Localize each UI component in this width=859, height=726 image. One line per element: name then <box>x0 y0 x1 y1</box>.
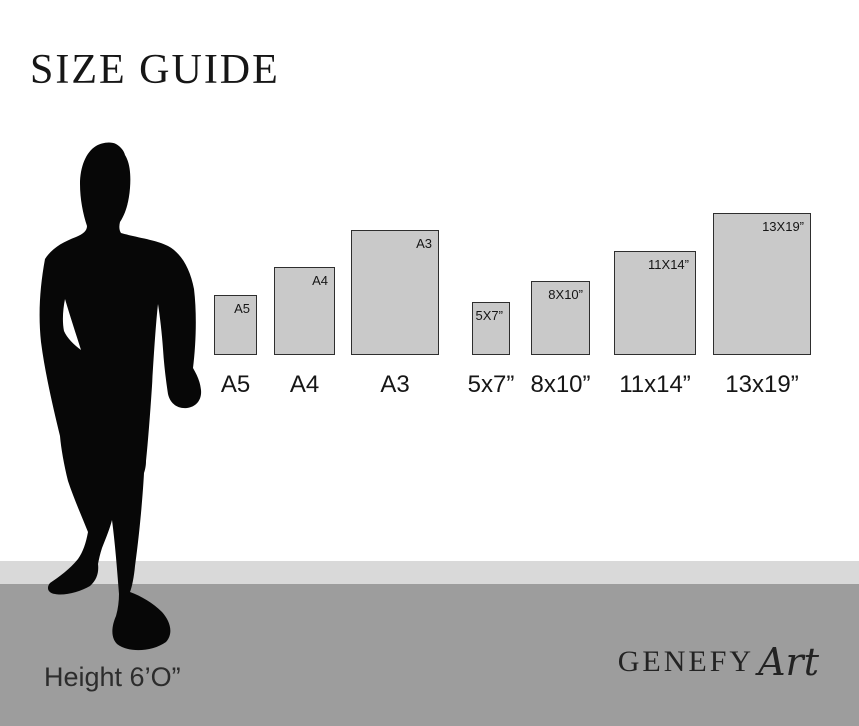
brand-name: GENEFY <box>617 645 755 678</box>
man-silhouette <box>39 142 202 651</box>
size-box-a3: A3 <box>351 230 439 355</box>
size-name-label: 13x19” <box>725 371 799 398</box>
size-box-label: A3 <box>416 236 432 251</box>
size-box-label: 13X19” <box>762 219 804 234</box>
size-box-8x10: 8X10” <box>531 281 590 355</box>
size-name-label: 5x7” <box>467 371 515 398</box>
size-box-a4: A4 <box>274 267 335 355</box>
size-box-a5: A5 <box>214 295 257 355</box>
height-label: Height 6’O” <box>44 662 181 692</box>
size-name-label: A3 <box>380 371 410 398</box>
size-name-label: 8x10” <box>530 371 591 398</box>
size-box-label: 11X14” <box>648 257 689 272</box>
man-silhouette-path <box>39 142 202 651</box>
size-box-5x7: 5X7” <box>472 302 510 355</box>
page-title: SIZE GUIDE <box>30 47 280 93</box>
brand-suffix: Art <box>758 640 819 684</box>
size-name-label: A4 <box>289 371 320 398</box>
size-box-label: A4 <box>312 273 328 288</box>
size-name-label: A5 <box>220 371 251 398</box>
size-box-label: A5 <box>234 301 250 316</box>
size-name-label: 11x14” <box>619 371 691 398</box>
size-box-13x19: 13X19” <box>713 213 811 355</box>
size-box-label: 8X10” <box>548 287 583 302</box>
size-box-label: 5X7” <box>475 308 503 323</box>
floor-skirting <box>0 561 859 584</box>
brand-logo: GENEFY Art <box>618 640 819 684</box>
size-box-11x14: 11X14” <box>614 251 696 355</box>
